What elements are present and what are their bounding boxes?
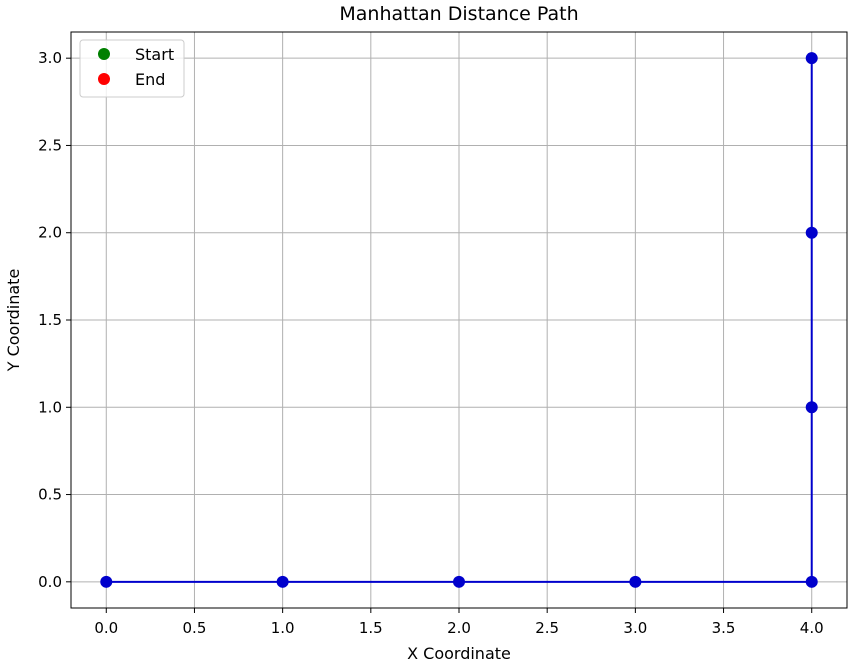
data-point [805, 226, 818, 239]
series-path [100, 52, 818, 588]
y-tick-label: 1.5 [38, 311, 62, 329]
y-tick-label: 0.0 [38, 573, 62, 591]
data-point [100, 575, 113, 588]
x-tick-label: 0.5 [183, 619, 207, 637]
legend: Start End [79, 39, 185, 98]
data-point [276, 575, 289, 588]
x-axis-ticks: 0.0 0.5 1.0 1.5 2.0 2.5 3.0 3.5 4.0 [94, 608, 824, 637]
y-axis-label: Y Coordinate [4, 269, 23, 373]
legend-marker-start [98, 48, 110, 60]
x-tick-label: 0.0 [94, 619, 118, 637]
data-point [805, 575, 818, 588]
legend-label-start: Start [135, 45, 174, 64]
x-tick-label: 4.0 [800, 619, 824, 637]
y-tick-label: 2.0 [38, 224, 62, 242]
x-tick-label: 3.5 [712, 619, 736, 637]
x-tick-label: 2.5 [535, 619, 559, 637]
chart-title: Manhattan Distance Path [339, 3, 578, 25]
grid [71, 32, 847, 608]
data-point [453, 575, 465, 588]
x-tick-label: 1.0 [271, 619, 295, 637]
x-axis-label: X Coordinate [407, 644, 511, 663]
data-point [805, 401, 818, 414]
series-line [106, 58, 813, 583]
y-tick-label: 0.5 [38, 486, 62, 504]
x-tick-label: 3.0 [623, 619, 647, 637]
legend-marker-end [98, 73, 110, 85]
x-tick-label: 1.5 [359, 619, 383, 637]
data-point [629, 575, 642, 588]
x-tick-label: 2.0 [447, 619, 471, 637]
legend-label-end: End [135, 70, 165, 89]
y-tick-label: 3.0 [38, 49, 62, 67]
y-axis-ticks: 0.0 0.5 1.0 1.5 2.0 2.5 3.0 [38, 49, 71, 591]
y-tick-label: 1.0 [38, 398, 62, 416]
y-tick-label: 2.5 [38, 136, 62, 154]
data-point [805, 52, 818, 65]
